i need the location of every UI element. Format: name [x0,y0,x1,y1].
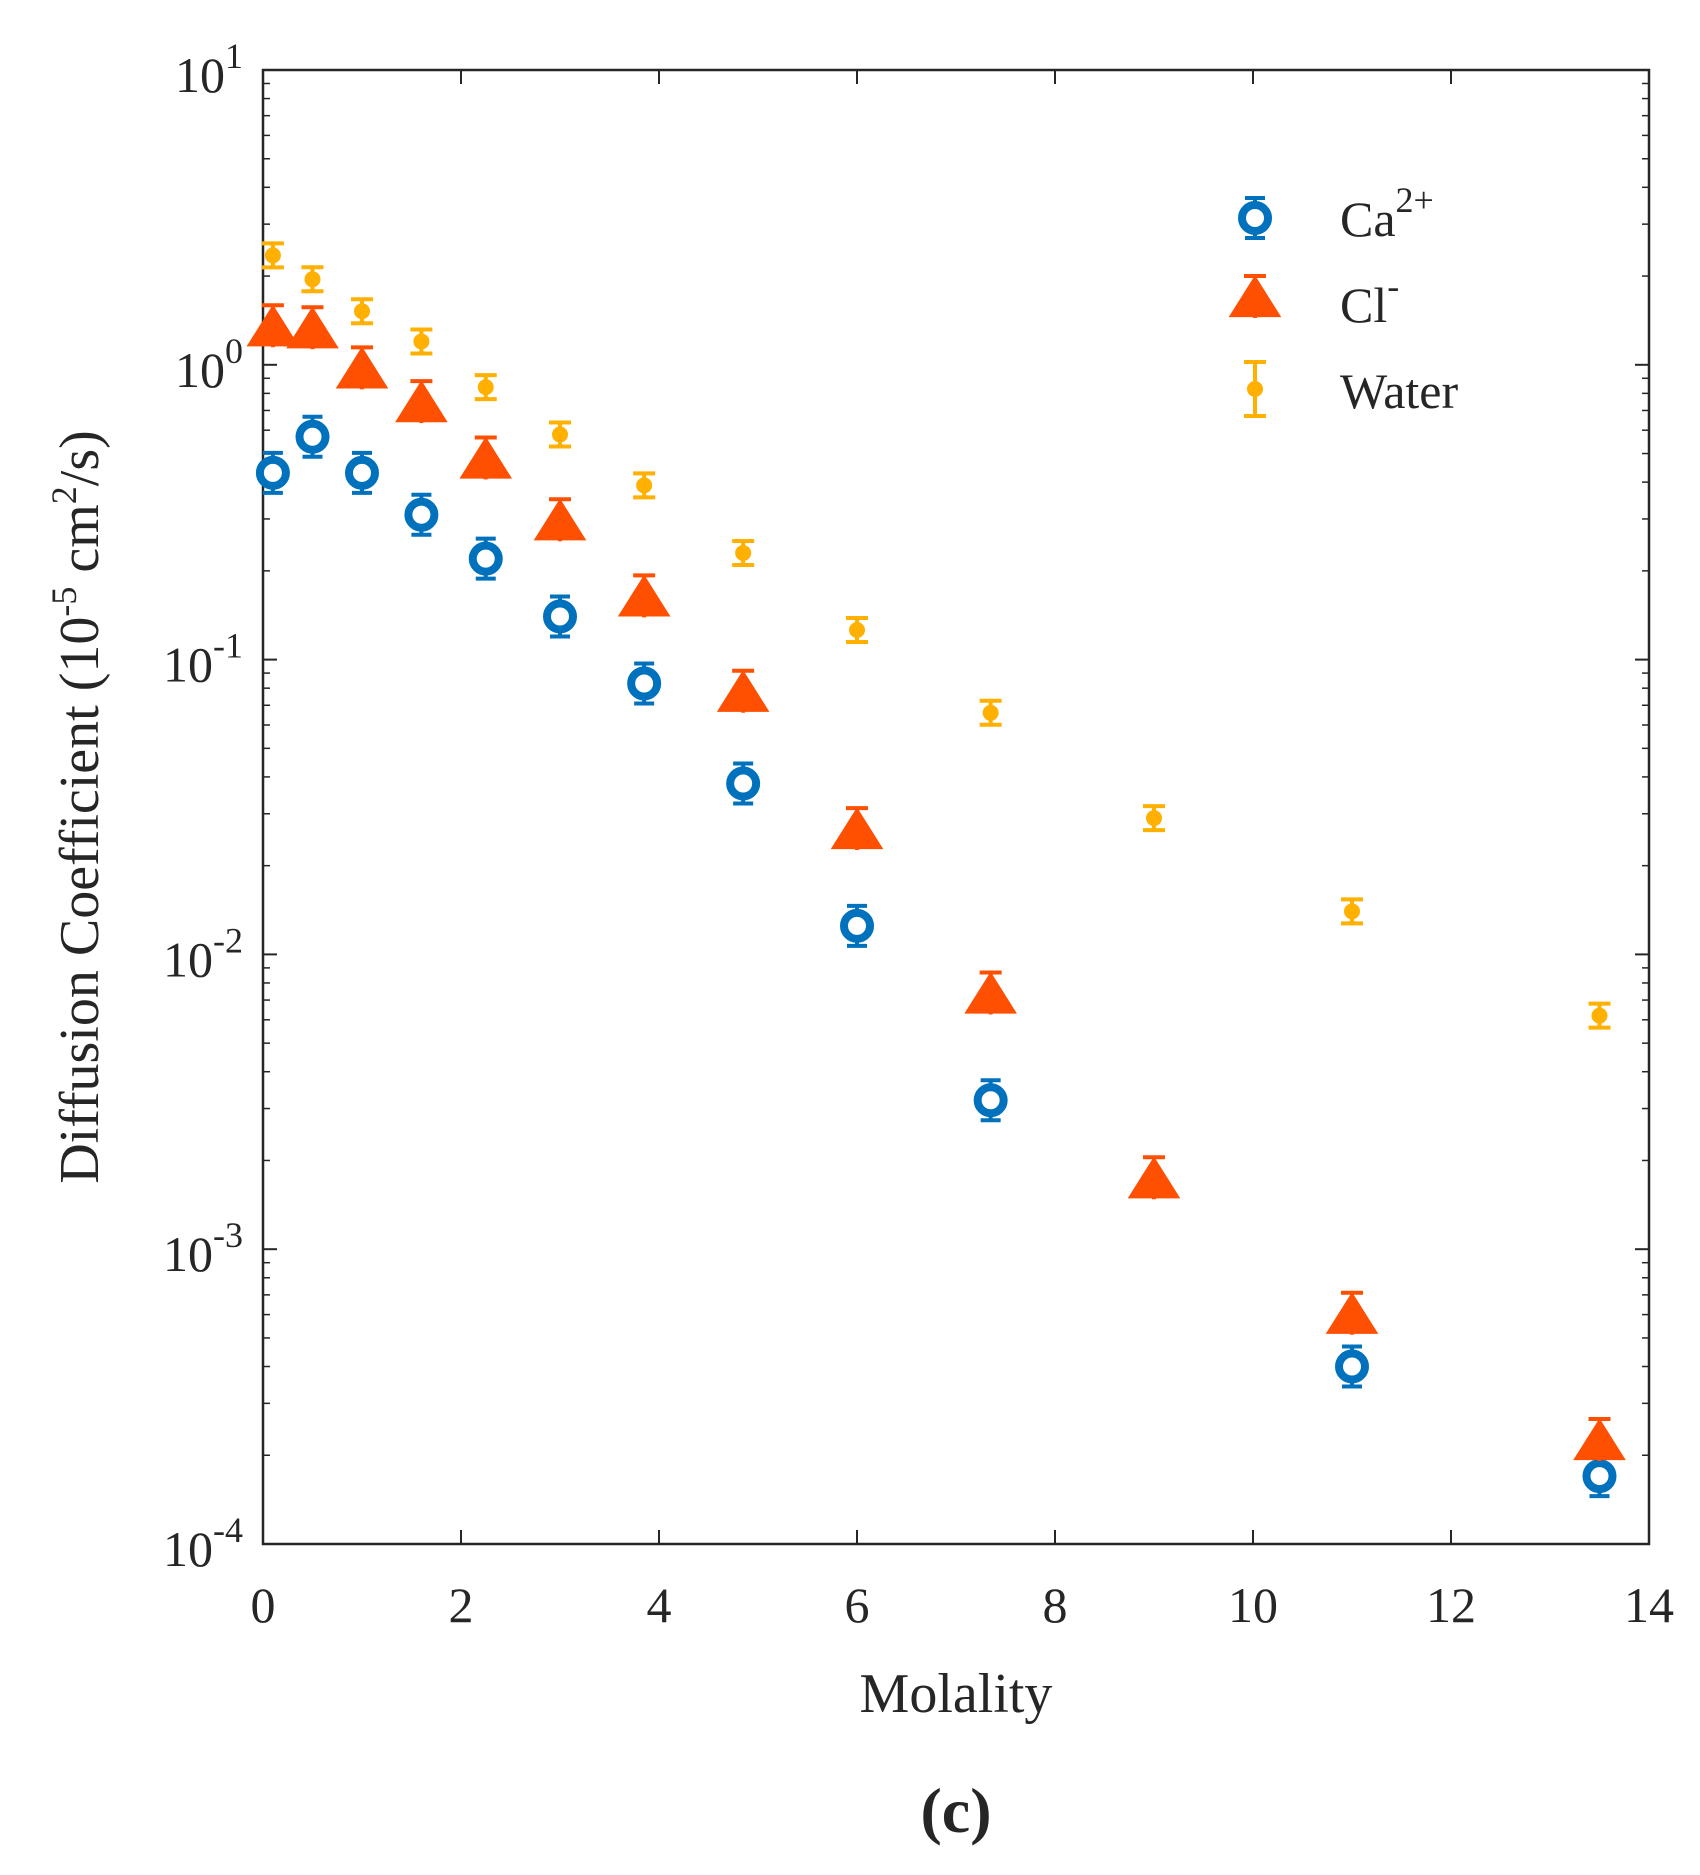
data-point-ca [840,903,874,948]
y-axis-title-mid: cm [49,504,111,586]
legend-label-ca: Ca2+ [1340,180,1434,247]
data-point-ca [1582,1454,1617,1499]
y-tick-label: 10-4 [163,1510,243,1577]
data-point-ca [726,761,761,806]
data-point-cl [1573,1417,1626,1462]
data-point-cl [716,668,770,713]
data-point-ca [973,1078,1008,1123]
data-point-ca [543,594,577,639]
y-tick-label: 100 [175,331,243,398]
y-tick-label: 101 [175,36,243,103]
legend-marker-cl [1228,274,1282,318]
data-point-water [261,241,284,270]
y-tick-label: 10-3 [163,1215,243,1282]
data-point-ca [345,450,379,495]
data-point-cl [1325,1290,1379,1335]
x-tick-label: 4 [647,1577,672,1633]
y-axis-title-exp1: -5 [44,587,84,617]
data-point-ca [1335,1344,1369,1389]
x-tick-label: 6 [845,1577,870,1633]
data-point-cl [1127,1155,1181,1200]
x-axis-title: Molality [860,1663,1053,1725]
data-points [246,241,1626,1499]
x-tick-label: 14 [1624,1577,1674,1633]
data-point-cl [459,435,513,480]
data-point-water [633,471,656,500]
x-tick-label: 2 [449,1577,474,1633]
data-point-water [410,327,433,356]
data-point-ca [255,450,290,495]
data-point-cl [964,970,1017,1015]
data-point-ca [295,414,330,459]
x-tick-label: 10 [1228,1577,1278,1633]
legend-marker-water [1244,360,1266,418]
data-point-water [846,616,868,645]
plot-area [261,68,1651,1546]
legend-label-cl: Cl- [1340,266,1399,333]
data-point-cl [617,573,671,618]
data-point-ca [468,536,503,581]
data-point-cl [533,497,587,542]
x-tick-label: 12 [1426,1577,1476,1633]
data-point-cl [395,379,448,424]
x-tick-label: 8 [1043,1577,1068,1633]
x-tick-label: 0 [251,1577,276,1633]
y-axis-title: Diffusion Coefficient (10-5 cm2/s) [44,430,111,1184]
x-tick-labels: 0 2 4 6 8 10 12 14 [251,1577,1675,1633]
data-point-cl [830,806,884,851]
panel-label: (c) [920,1775,991,1846]
data-point-water [474,373,497,402]
data-point-cl [246,303,300,348]
axis-ticks [262,69,1650,1545]
y-tick-labels: 101 100 10-1 10-2 10-3 10-4 [163,36,243,1577]
data-point-water [351,297,373,326]
legend: Ca2+ Cl- Water [1228,180,1458,419]
data-point-ca [404,492,439,537]
legend-label-water: Water [1340,363,1458,419]
data-point-water [301,265,324,294]
y-tick-label: 10-1 [163,626,243,693]
y-axis-title-exp2: 2 [44,486,84,504]
data-point-ca [627,661,662,706]
data-point-cl [335,345,389,390]
y-axis-title-main: Diffusion Coefficient (10 [49,617,111,1184]
data-point-water [549,420,571,449]
y-axis-title-end: /s) [49,430,111,486]
data-point-water [1143,804,1165,833]
data-point-cl [286,305,339,350]
data-point-water [1588,1001,1611,1030]
y-tick-label: 10-2 [163,920,243,987]
legend-marker-ca [1238,196,1272,240]
data-point-water [1341,897,1363,926]
data-point-water [979,698,1002,727]
data-point-water [732,538,755,567]
